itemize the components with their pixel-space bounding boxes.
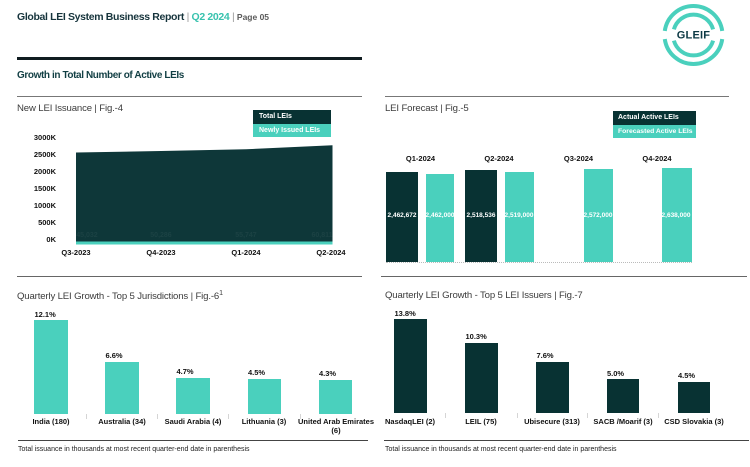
svg-text:60,811: 60,811 [311,232,332,239]
svg-text:GLEIF: GLEIF [677,30,710,42]
svg-text:45,032: 45,032 [76,232,98,239]
svg-text:50,286: 50,286 [150,232,172,239]
svg-text:55,747: 55,747 [235,232,257,239]
